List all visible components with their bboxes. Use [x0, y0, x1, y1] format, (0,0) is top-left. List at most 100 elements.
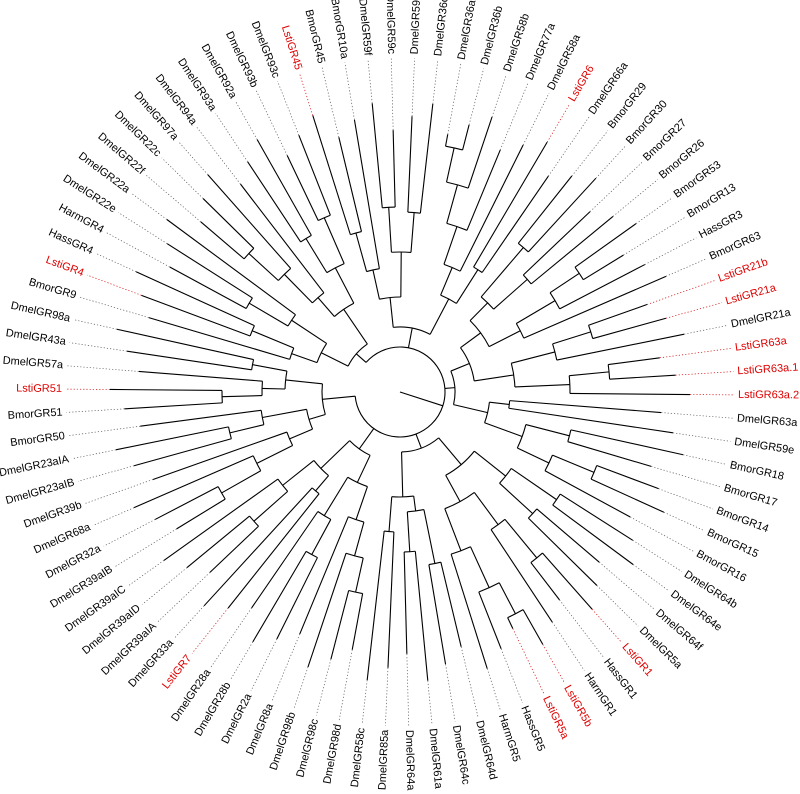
leaf-branch	[366, 531, 385, 681]
leaf-label: DmelGR36a	[456, 0, 479, 61]
leaf-branch	[428, 564, 447, 665]
leaf-label: LstiGR7	[160, 653, 194, 692]
leaf-label: LstiGR1	[620, 641, 655, 679]
leaf-branch	[138, 370, 263, 382]
clade-stem	[410, 212, 415, 253]
leaf-guide	[157, 572, 211, 623]
leaf-guide	[468, 68, 484, 125]
leaf-label: DmelGR36b	[479, 5, 506, 67]
leaf-branch	[481, 175, 549, 273]
leaf-guide	[460, 646, 479, 717]
leaf-guide	[596, 585, 639, 627]
leaf-branch	[590, 478, 665, 513]
leaf-branch	[478, 591, 502, 650]
clade-stem	[445, 475, 461, 502]
leaf-branch	[133, 438, 232, 467]
leaf-label: DmelGR39b	[22, 499, 83, 531]
leaf-label: BmorGR50	[10, 430, 66, 449]
leaf-branch	[528, 517, 598, 586]
clade-stem	[552, 331, 591, 345]
leaf-guide	[78, 465, 135, 482]
clade-arc	[484, 402, 490, 423]
leaf-guide	[447, 63, 462, 135]
clade-stem	[248, 253, 279, 281]
leaf-guide	[255, 90, 288, 156]
clade-arc	[607, 364, 611, 380]
leaf-guide	[632, 564, 669, 591]
clade-stem	[311, 519, 332, 555]
clade-stem	[321, 352, 349, 367]
leaf-label: DmelGR64d	[473, 719, 499, 781]
leaf-branch	[530, 562, 560, 601]
clade-arc	[445, 145, 463, 151]
leaf-guide	[215, 113, 248, 163]
leaf-branch	[110, 388, 223, 391]
leaf-guide	[73, 319, 117, 330]
leaf-branch	[312, 115, 351, 235]
leaf-branch	[583, 254, 624, 281]
clade-arc	[478, 582, 500, 593]
leaf-guide	[66, 408, 125, 413]
leaf-branch	[517, 175, 573, 244]
leaf-label: DmelGR57a	[2, 355, 64, 372]
leaf-branch	[276, 557, 318, 640]
leaf-guide	[390, 58, 394, 131]
leaf-guide	[338, 649, 353, 721]
clade-arc	[313, 460, 329, 477]
clade-arc	[469, 320, 490, 347]
leaf-label: DmelGR59f	[356, 0, 374, 57]
leaf-guide	[72, 449, 116, 459]
leaf-guide	[321, 67, 340, 138]
leaf-label: DmelGR21a	[730, 306, 793, 330]
leaf-label: DmelGR23aIA	[0, 453, 71, 479]
leaf-guide	[548, 116, 590, 177]
leaf-branch	[251, 511, 319, 609]
clade-stem	[511, 351, 556, 364]
leaf-label: HarmGR5	[496, 713, 522, 764]
leaf-branch	[186, 515, 250, 568]
leaf-branch	[126, 350, 252, 371]
clade-stem	[480, 247, 524, 298]
leaf-branch	[133, 455, 254, 509]
clade-stem	[229, 424, 264, 434]
leaf-branch	[490, 529, 553, 623]
leaf-guide	[127, 560, 165, 587]
leaf-label: LstiGR45	[279, 24, 304, 71]
clade-arc	[243, 247, 255, 260]
clade-arc	[316, 343, 328, 363]
leaf-branch	[414, 551, 429, 681]
clade-stem	[444, 508, 462, 551]
leaf-label: LstiGR51	[16, 383, 62, 395]
leaf-guide	[293, 666, 309, 709]
leaf-branch	[115, 426, 229, 451]
leaf-branch	[467, 116, 493, 189]
leaf-guide	[174, 605, 205, 639]
leaf-label: LstiGR21a	[724, 282, 778, 308]
leaf-branch	[419, 103, 434, 214]
clade-stem	[315, 475, 329, 492]
leaf-branch	[371, 103, 383, 208]
clade-stem	[320, 440, 351, 469]
clade-stem	[446, 184, 458, 224]
leaf-branch	[124, 402, 223, 410]
leaf-branch	[527, 177, 597, 253]
leaf-branch	[152, 431, 288, 480]
leaf-branch	[176, 498, 226, 530]
leaf-guide	[406, 653, 410, 726]
leaf-branch	[169, 266, 247, 309]
leaf-guide	[445, 664, 456, 722]
leaf-guide	[93, 507, 135, 526]
clade-stem	[323, 217, 345, 264]
clade-stem	[415, 433, 422, 449]
leaf-label: BmorGR18	[729, 459, 785, 483]
clade-stem	[406, 511, 411, 552]
leaf-guide	[651, 466, 721, 488]
leaf-label: DmelGR58b	[501, 12, 532, 73]
leaf-branch	[298, 134, 331, 216]
clade-stem	[291, 319, 327, 344]
leaf-branch	[440, 562, 462, 647]
clade-arc	[317, 214, 331, 222]
leaf-branch	[286, 155, 319, 221]
leaf-branch	[552, 504, 634, 565]
leaf-branch	[569, 392, 690, 396]
